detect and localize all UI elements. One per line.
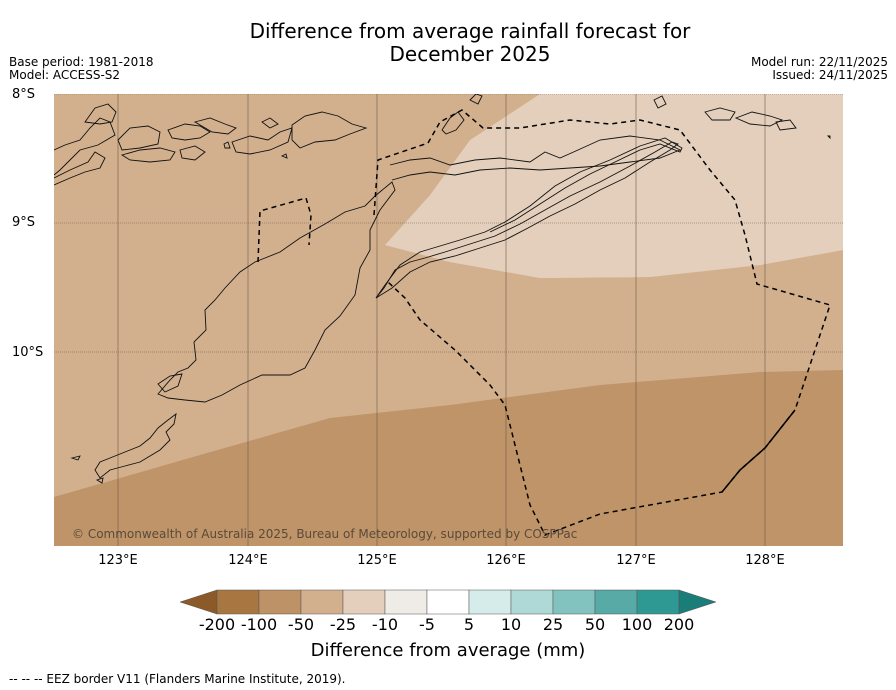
lon-label-127e: 127°E (616, 553, 656, 568)
cb-2 (258, 589, 302, 615)
base-period: Base period: 1981-2018 (9, 55, 154, 69)
cb-label: 25 (542, 615, 564, 634)
coastlines (54, 94, 831, 484)
cb-label: -10 (371, 615, 399, 634)
cb-arrow-left (179, 589, 218, 615)
lat-label-10s: 10°S (12, 345, 44, 360)
cb-label: -50 (287, 615, 315, 634)
band-mid-top (54, 94, 540, 260)
eez-border (257, 109, 831, 536)
cb-label: 100 (621, 615, 653, 634)
cb-10 (594, 589, 638, 615)
band-light-2 (54, 94, 843, 278)
meta-left: Base period: 1981-2018 Model: ACCESS-S2 (9, 56, 154, 82)
lon-label-125e: 125°E (357, 553, 397, 568)
footnote: -- -- -- EEZ border V11 (Flanders Marine… (9, 672, 346, 686)
lon-label-124e: 124°E (228, 553, 268, 568)
cb-3 (300, 589, 344, 615)
model-name: Model: ACCESS-S2 (9, 68, 121, 82)
map-title: Difference from average rainfall forecas… (200, 20, 740, 66)
meta-right: Model run: 22/11/2025 Issued: 24/11/2025 (751, 56, 888, 82)
title-line-1: Difference from average rainfall forecas… (249, 19, 691, 43)
lon-label-126e: 126°E (486, 553, 526, 568)
cb-label: 5 (463, 615, 475, 634)
map-area (54, 94, 843, 546)
colorbar-title: Difference from average (mm) (310, 640, 586, 661)
cb-5 (384, 589, 428, 615)
cb-8 (510, 589, 554, 615)
cb-6 (426, 589, 470, 615)
cb-11 (636, 589, 680, 615)
band-dark (54, 94, 843, 546)
cb-label: 50 (584, 615, 606, 634)
model-run: Model run: 22/11/2025 (750, 55, 888, 69)
lat-label-9s: 9°S (12, 215, 36, 230)
copyright: © Commonwealth of Australia 2025, Bureau… (72, 527, 578, 541)
cb-9 (552, 589, 596, 615)
lat-label-8s: 8°S (12, 87, 36, 102)
eez-solid (721, 409, 796, 493)
cb-1 (216, 589, 260, 615)
cb-4 (342, 589, 386, 615)
cb-label: 10 (500, 615, 522, 634)
cb-arrow-right (678, 589, 717, 615)
cb-label: -5 (419, 615, 435, 634)
lon-label-123e: 123°E (98, 553, 138, 568)
lon-label-128e: 128°E (745, 553, 785, 568)
cb-label: -25 (329, 615, 357, 634)
cb-label: -100 (240, 615, 278, 634)
colorbar (179, 589, 717, 615)
cb-7 (468, 589, 512, 615)
cb-label: 200 (663, 615, 695, 634)
title-line-2: December 2025 (389, 42, 551, 66)
issued-date: Issued: 24/11/2025 (772, 68, 888, 82)
cb-label: -200 (198, 615, 236, 634)
